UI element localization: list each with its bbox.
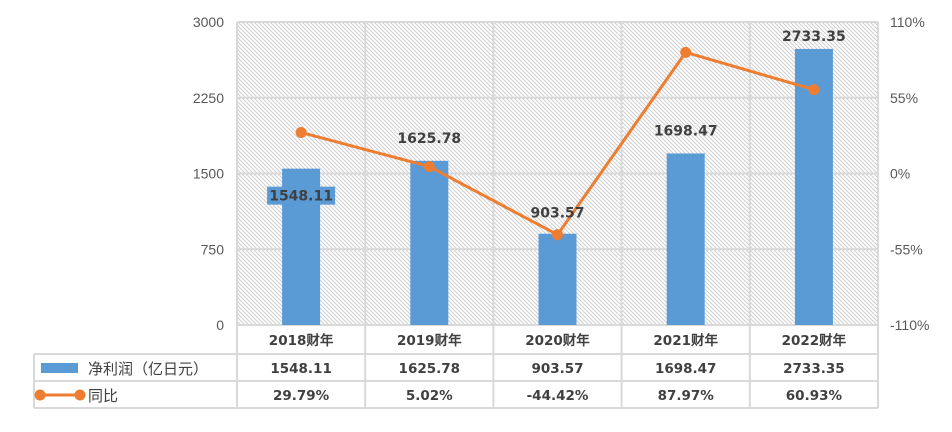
category-label: 2018财年 [269,332,334,349]
category-label: 2019财年 [397,332,462,349]
yoy-point [808,84,820,96]
legend-line-icon [34,389,46,401]
table-cell-yoy: 87.97% [658,388,715,404]
yoy-point [423,161,435,173]
yoy-point [552,229,563,241]
right-tick-label: -110% [890,317,929,333]
left-tick-label: 0 [216,317,224,333]
bar-data-label: 903.57 [530,206,584,222]
bar-2020财年 [538,233,577,325]
table-cell-yoy: 5.02% [406,388,453,404]
right-tick-label: -55% [890,241,923,257]
yoy-point [680,46,692,58]
right-tick-label: 0% [890,166,910,182]
bar-data-label: 1625.78 [397,131,461,147]
category-label: 2022财年 [782,332,847,349]
table-cell-yoy: -44.42% [527,388,589,404]
bar-data-label: 2733.35 [782,29,846,45]
table-cell-yoy: 29.79% [273,388,330,404]
left-tick-label: 3000 [193,14,224,30]
label-bg [267,186,336,205]
legend-bar-icon [41,363,78,373]
bar-data-label: 1548.11 [269,189,333,205]
bar-2021财年 [666,153,705,325]
table-cell-profit: 1625.78 [399,361,461,377]
yoy-point [295,126,307,138]
category-label: 2020财年 [525,332,590,349]
table-cell-profit: 2733.35 [783,361,845,377]
table-cell-yoy: 60.93% [786,388,843,404]
category-label: 2021财年 [653,332,718,349]
bar-2019财年 [410,160,449,325]
bar-data-label: 1698.47 [654,123,718,139]
legend-yoy: 同比 [88,387,118,405]
right-tick-label: 110% [890,14,925,30]
left-tick-label: 2250 [193,90,224,106]
left-tick-label: 1500 [193,166,224,182]
left-tick-label: 750 [201,241,225,257]
table-cell-profit: 1548.11 [270,361,332,377]
legend-line-icon [74,389,86,401]
right-tick-label: 55% [890,90,918,106]
legend-profit: 净利润（亿日元） [88,360,208,378]
table-cell-profit: 903.57 [531,361,583,377]
table-cell-profit: 1698.47 [655,361,717,377]
